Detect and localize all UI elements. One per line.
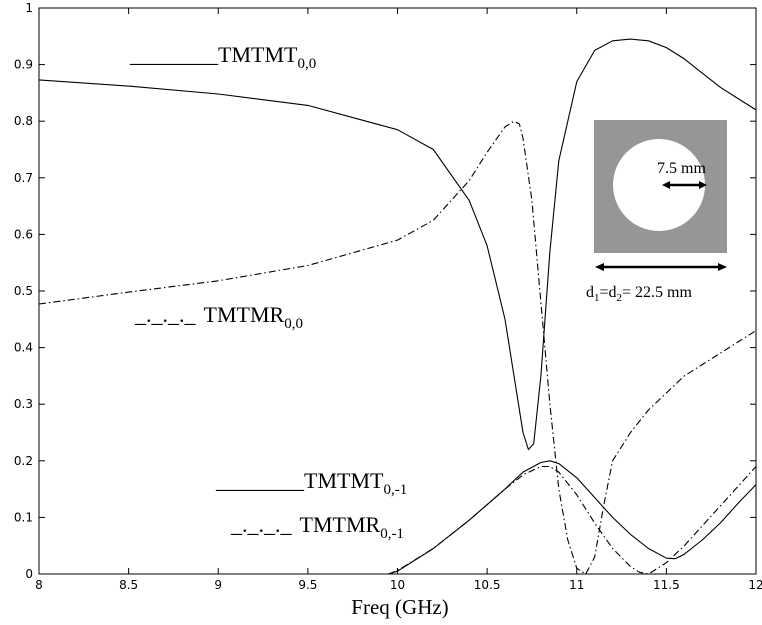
y-tick-label: 0.5 xyxy=(14,284,33,298)
plot-area: 8 8.5 9 9.5 10 10.5 11 11.5 1200.10.20.30.40.50.… xyxy=(14,1,762,592)
legend-marker: ________ xyxy=(129,42,219,67)
legend-label: TMTMR xyxy=(300,512,381,537)
series-line-tmtmt0-0 xyxy=(38,38,757,451)
period-value: = 22.5 mm xyxy=(622,284,692,301)
legend-entry-tmtmr-0m1: _._._._ TMTMR0,-1 xyxy=(230,512,404,542)
tick-group: 8 8.5 9 9.5 10 10.5 11 11.5 1200.10.20.30.40.50.… xyxy=(14,1,762,592)
legend-entry-tmtmt-00: ________TMTMT0,0 xyxy=(129,42,316,72)
series-line-tmtmr0-0 xyxy=(38,120,757,575)
legend-marker: _._._._ xyxy=(134,302,197,327)
x-tick-label: 8.5 xyxy=(119,578,138,592)
period-label: d1=d2= 22.5 mm xyxy=(586,284,693,304)
arrowhead-left-icon xyxy=(662,181,670,189)
y-tick-label: 0.1 xyxy=(14,510,33,524)
hole-size-label: 7.5 mm xyxy=(657,160,706,177)
legend-subscript: 0,-1 xyxy=(380,526,404,542)
legend-subscript: 0,0 xyxy=(284,316,303,332)
y-tick-label: 0 xyxy=(25,567,33,581)
y-tick-label: 1 xyxy=(25,1,33,15)
y-tick-label: 0.8 xyxy=(14,114,33,128)
y-tick-label: 0.2 xyxy=(14,454,33,468)
legend: ________TMTMT0,0 _._._._ TMTMR0,0 _______… xyxy=(129,42,407,542)
x-tick-label: 12 xyxy=(748,578,762,592)
unit-cell-inset: 7.5 mm d1=d2= 22.5 mm xyxy=(586,120,727,304)
y-tick-label: 0.3 xyxy=(14,397,33,411)
y-tick-label: 0.9 xyxy=(14,58,33,72)
legend-subscript: 0,0 xyxy=(297,56,316,72)
x-tick-label: 11.5 xyxy=(653,578,680,592)
circular-hole xyxy=(613,139,705,231)
x-tick-label: 9.5 xyxy=(298,578,317,592)
arrowhead-right-icon xyxy=(718,263,727,271)
legend-entry-tmtmt-0m1: ________TMTMT0,-1 xyxy=(215,468,407,498)
x-tick-label: 11 xyxy=(569,578,584,592)
x-tick-label: 10.5 xyxy=(474,578,501,592)
legend-marker: _._._._ xyxy=(230,512,293,537)
legend-label: TMTMR xyxy=(204,302,285,327)
series-line-tmtmt0-1 xyxy=(388,460,757,575)
x-tick-label: 8 xyxy=(35,578,43,592)
arrowhead-right-icon xyxy=(699,181,707,189)
x-tick-label: 10 xyxy=(390,578,405,592)
legend-subscript: 0,-1 xyxy=(383,482,407,498)
series-line-tmtmr0-1 xyxy=(388,465,757,575)
period-sub-1: 1 xyxy=(594,292,600,304)
period-mid: =d xyxy=(600,284,617,301)
legend-marker: ________ xyxy=(215,468,305,493)
period-prefix: d xyxy=(586,284,594,301)
legend-label: TMTMT xyxy=(218,42,298,67)
arrowhead-left-icon xyxy=(595,263,604,271)
y-tick-label: 0.6 xyxy=(14,227,33,241)
y-tick-label: 0.7 xyxy=(14,171,33,185)
legend-label: TMTMT xyxy=(304,468,384,493)
series-group xyxy=(38,38,757,575)
period-sub-2: 2 xyxy=(617,292,623,304)
x-axis-title: Freq (GHz) xyxy=(351,595,448,619)
y-tick-label: 0.4 xyxy=(14,341,33,355)
x-tick-label: 9 xyxy=(214,578,222,592)
legend-entry-tmtmr-00: _._._._ TMTMR0,0 xyxy=(134,302,303,332)
